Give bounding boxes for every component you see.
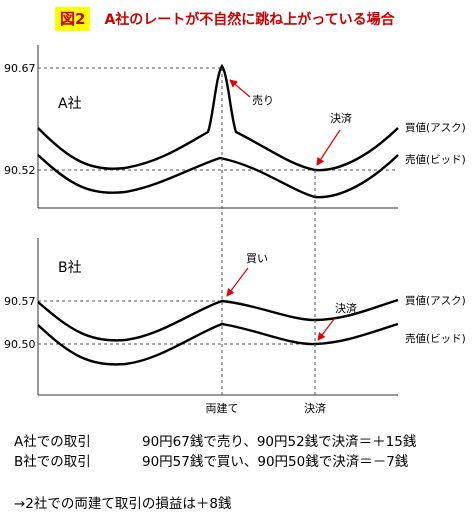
panel-a-company: A社 — [58, 96, 82, 112]
panel-b-bid-label: 売値(ビッド) — [405, 332, 466, 345]
summary-row-b: B社での取引 90円57銭で買い、90円50銭で決済＝－7銭 — [14, 450, 408, 470]
panel-a-ask-label: 買値(アスク) — [405, 121, 466, 134]
panel-b-bid-curve — [37, 322, 399, 366]
panel-a-level-high: 90.67 — [4, 62, 36, 75]
summary-label-b: B社での取引 — [14, 454, 91, 470]
panel-b-ask-curve — [37, 298, 399, 342]
figure-number-badge: 図2 — [55, 7, 91, 31]
figure-title-text: A社のレートが不自然に跳ね上がっている場合 — [104, 12, 395, 28]
panel-b-buy-label: 買い — [246, 252, 268, 265]
panel-b-buy-arrow — [226, 267, 249, 297]
panel-b-settle-arrow — [317, 317, 336, 341]
panel-a-settle-arrow — [316, 129, 341, 166]
panel-a-level-low: 90.52 — [4, 164, 36, 177]
panel-a-sell-label: 売り — [252, 94, 274, 107]
summary-text-a: 90円67銭で売り、90円52銭で決済＝＋15銭 — [142, 434, 417, 450]
conclusion-text: →2社での両建て取引の損益は＋8銭 — [14, 496, 232, 512]
panel-b-settle-label: 決済 — [335, 301, 357, 315]
panel-b: 90.57 90.50 B社 買値(アスク) 売値(ビッド) 買い 決済 — [4, 238, 466, 396]
summary-text-b: 90円57銭で買い、90円50銭で決済＝－7銭 — [142, 454, 409, 470]
panel-a-sell-arrow — [229, 79, 251, 98]
panel-b-level-low: 90.50 — [4, 338, 36, 351]
panel-a-settle-label: 決済 — [330, 111, 352, 125]
panel-a-bid-label: 売値(ビッド) — [405, 153, 466, 166]
x-label-hedge: 両建て — [206, 401, 239, 415]
panel-b-level-high: 90.57 — [4, 295, 36, 308]
x-label-settle: 決済 — [304, 401, 326, 415]
summary-row-a: A社での取引 90円67銭で売り、90円52銭で決済＝＋15銭 — [14, 430, 416, 450]
panel-b-ask-label: 買値(アスク) — [405, 294, 466, 307]
panel-a-bid-curve — [37, 154, 399, 199]
panel-a: 90.67 90.52 A社 買値(アスク) 売値(ビッド) 売り 決済 — [4, 45, 466, 209]
figure-title: 図2 A社のレートが不自然に跳ね上がっている場合 — [55, 6, 395, 32]
panel-b-company: B社 — [58, 260, 82, 276]
summary-label-a: A社での取引 — [14, 434, 91, 450]
